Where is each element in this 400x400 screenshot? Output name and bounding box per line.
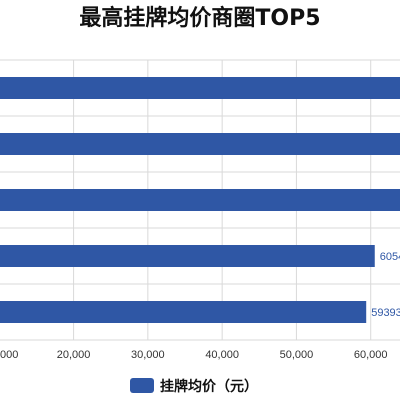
x-tick-label: 40,000 [205,349,239,361]
bar [0,301,367,323]
data-label: 6054 [380,251,400,263]
bar [0,189,400,211]
bar [0,77,400,99]
x-tick-label: 000 [0,349,18,361]
legend: 挂牌均价（元） [130,378,258,395]
data-label: 59393 [371,307,400,319]
bar [0,245,375,267]
chart-title: 最高挂牌均价商圈TOP5 [79,6,321,31]
x-tick-label: 30,000 [131,349,165,361]
x-tick-label: 60,000 [354,349,388,361]
data-labels: 6054 59393 [371,251,400,319]
x-tick-label: 20,000 [57,349,91,361]
legend-label: 挂牌均价（元） [160,378,258,395]
legend-swatch [130,378,154,393]
x-tick-label: 50,000 [280,349,314,361]
bars [0,77,400,323]
bar [0,133,400,155]
x-axis-ticks: 000 20,000 30,000 40,000 50,000 60,000 [0,349,388,361]
